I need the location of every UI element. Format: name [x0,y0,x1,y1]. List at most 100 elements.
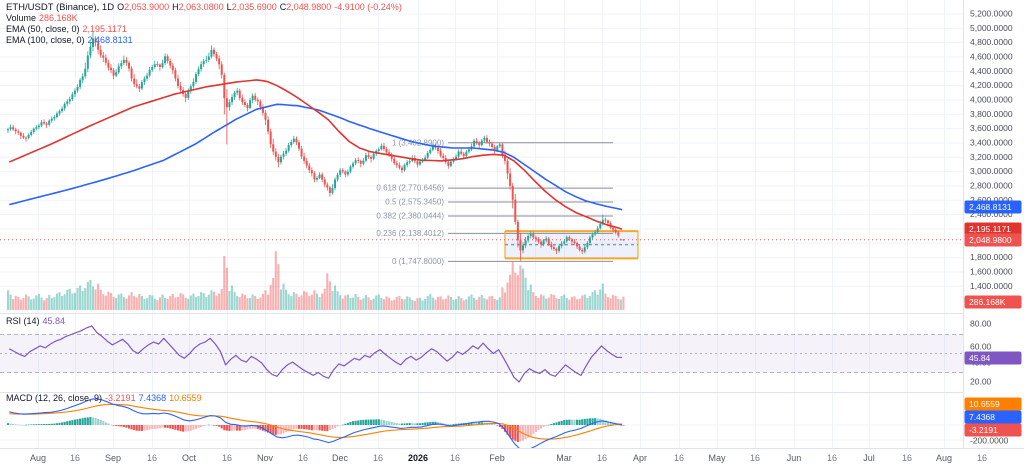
svg-text:0.5 (2,575.3450): 0.5 (2,575.3450) [385,198,444,207]
svg-text:286.168K: 286.168K [969,297,1006,307]
svg-text:16: 16 [597,453,607,463]
svg-text:4,600.0000: 4,600.0000 [970,51,1013,61]
svg-text:2,468.8131: 2,468.8131 [969,202,1012,212]
svg-text:2,400.0000: 2,400.0000 [970,209,1013,219]
svg-text:0.236 (2,138.4012): 0.236 (2,138.4012) [376,229,444,238]
svg-text:Apr: Apr [633,453,647,463]
svg-text:16: 16 [674,453,684,463]
svg-text:4,400.0000: 4,400.0000 [970,66,1013,76]
ema50-value: 2,195.1171 [82,24,127,34]
svg-text:5,000.0000: 5,000.0000 [970,23,1013,33]
close-label: C [279,2,287,12]
svg-text:80.00: 80.00 [970,319,992,329]
volume-bars [6,251,625,311]
svg-text:2026: 2026 [408,453,428,463]
macd-signal-value: 10.6559 [169,393,202,403]
high-label: H [172,2,179,12]
svg-text:Dec: Dec [332,453,349,463]
change-value: -4.9100 (-0.24%) [334,2,402,12]
svg-text:16: 16 [750,453,760,463]
svg-text:16: 16 [450,453,460,463]
svg-text:Sep: Sep [105,453,121,463]
svg-text:45.84: 45.84 [969,353,991,363]
ema100-label: EMA (100, close, 0) [6,35,85,45]
svg-text:4,200.0000: 4,200.0000 [970,80,1013,90]
svg-text:16: 16 [70,453,80,463]
svg-text:-3.2191: -3.2191 [969,425,998,435]
rsi-value: 45.84 [42,316,66,326]
svg-text:Feb: Feb [489,453,505,463]
svg-text:Jun: Jun [787,453,802,463]
rsi-label: RSI (14) [6,316,40,326]
svg-text:16: 16 [222,453,232,463]
svg-text:4,000.0000: 4,000.0000 [970,94,1013,104]
rsi-band [0,334,963,373]
macd-histogram [6,417,625,442]
low-label: L [226,2,232,12]
low-value: 2,035.6900 [231,2,277,12]
pane-separators[interactable] [0,313,1024,393]
macd-hist-value: -3.2191 [105,393,136,403]
svg-text:0.618 (2,770.6456): 0.618 (2,770.6456) [376,184,444,193]
svg-text:16: 16 [977,453,987,463]
svg-text:5,200.0000: 5,200.0000 [970,9,1013,19]
close-value: 2,048.9800 [286,2,332,12]
svg-text:2,048.9800: 2,048.9800 [969,235,1012,245]
price-pane-legend: ETH/USDT (Binance), 1D O2,053.9000 H2,063.… [6,2,405,46]
svg-text:20.00: 20.00 [970,377,992,387]
volume-legend-row[interactable]: Volume 286.168K [6,13,405,24]
svg-text:Jul: Jul [863,453,875,463]
grid-lines [0,0,983,448]
svg-text:1,400.0000: 1,400.0000 [970,281,1013,291]
open-label: O [117,2,125,12]
svg-text:2,800.0000: 2,800.0000 [970,180,1013,190]
open-value: 2,053.9000 [124,2,170,12]
svg-text:Oct: Oct [182,453,197,463]
svg-text:16: 16 [147,453,157,463]
ema50-legend-row[interactable]: EMA (50, close, 0) 2,195.1171 [6,24,405,35]
svg-text:May: May [708,453,726,463]
svg-text:7.4368: 7.4368 [969,412,995,422]
rsi-pane-legend[interactable]: RSI (14) 45.84 [6,316,68,327]
svg-text:1,600.0000: 1,600.0000 [970,266,1013,276]
symbol-title: ETH/USDT (Binance), 1D [6,2,115,13]
svg-text:3,200.0000: 3,200.0000 [970,152,1013,162]
ema50-label: EMA (50, close, 0) [6,24,80,34]
svg-text:3,600.0000: 3,600.0000 [970,123,1013,133]
svg-text:Aug: Aug [936,453,952,463]
svg-text:Mar: Mar [556,453,572,463]
candlesticks [7,31,625,261]
svg-text:-200.0000: -200.0000 [970,436,1009,446]
volume-value: 286.168K [39,13,78,23]
svg-text:10.6559: 10.6559 [969,399,1000,409]
macd-label: MACD (12, 26, close, 9) [6,393,103,403]
svg-text:16: 16 [827,453,837,463]
svg-text:2,600.0000: 2,600.0000 [970,195,1013,205]
svg-text:1,800.0000: 1,800.0000 [970,252,1013,262]
svg-text:3,400.0000: 3,400.0000 [970,137,1013,147]
macd-line-value: 7.4368 [138,393,167,403]
ema100-value: 2,468.8131 [87,35,133,45]
svg-text:0 (1,747.8000): 0 (1,747.8000) [392,257,444,266]
svg-text:2,195.1171: 2,195.1171 [969,224,1011,234]
svg-text:3,000.0000: 3,000.0000 [970,166,1013,176]
svg-text:16: 16 [373,453,383,463]
time-axis[interactable]: Aug 16 Sep 16 Oct 16 Nov 16 Dec 16 2026 16 Feb Mar 16 A… [0,448,1024,467]
svg-text:4,800.0000: 4,800.0000 [970,37,1013,47]
macd-signal-line[interactable] [9,403,623,440]
svg-text:16: 16 [298,453,308,463]
svg-text:0.382 (2,380.0444): 0.382 (2,380.0444) [376,212,444,221]
rsi-line[interactable] [9,325,623,383]
volume-label: Volume [6,13,37,23]
high-value: 2,063.0800 [178,2,224,12]
ema50-line[interactable] [8,79,623,231]
symbol-ohlc-row[interactable]: ETH/USDT (Binance), 1D O2,053.9000 H2,063.… [6,2,405,13]
svg-text:60.00: 60.00 [970,342,992,352]
ema100-legend-row[interactable]: EMA (100, close, 0) 2,468.8131 [6,35,405,46]
macd-pane-legend[interactable]: MACD (12, 26, close, 9) -3.2191 7.4368 10.6… [6,393,205,404]
svg-text:Nov: Nov [257,453,274,463]
svg-text:3,800.0000: 3,800.0000 [970,109,1013,119]
